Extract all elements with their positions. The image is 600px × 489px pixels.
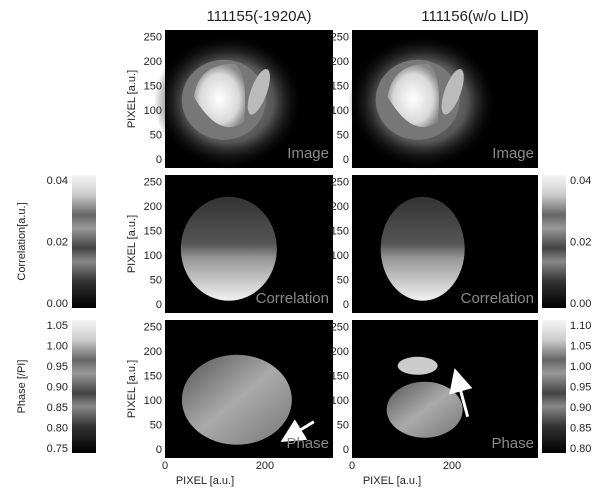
y-tick-label: 0 bbox=[343, 444, 349, 456]
image-panel bbox=[165, 175, 333, 313]
image-panel bbox=[352, 175, 538, 313]
y-tick-label: 50 bbox=[337, 419, 349, 431]
colorbar-tick-label: 1.00 bbox=[570, 361, 591, 373]
side-lobe bbox=[441, 69, 464, 115]
y-tick-label: 250 bbox=[144, 176, 162, 188]
colorbar-tick-label: 0.00 bbox=[570, 298, 591, 310]
colorbar-tick-label: 0.02 bbox=[570, 236, 591, 248]
phase-map bbox=[181, 354, 292, 445]
image-panel bbox=[165, 320, 333, 458]
y-tick-label: 150 bbox=[144, 80, 162, 92]
y-tick-label: 200 bbox=[144, 201, 162, 213]
colorbar-tick-label: 0.80 bbox=[570, 443, 591, 455]
y-tick-label: 50 bbox=[337, 129, 349, 141]
colorbar-tick-label: 0.04 bbox=[570, 175, 591, 187]
x-tick-label: 200 bbox=[443, 460, 461, 472]
colorbar-tick-label: 0.85 bbox=[570, 422, 591, 434]
bright-core bbox=[193, 63, 246, 128]
y-tick-label: 100 bbox=[331, 105, 349, 117]
correlation-map bbox=[380, 196, 465, 301]
image-panel bbox=[352, 320, 538, 458]
side-lobe bbox=[247, 69, 270, 115]
colorbar bbox=[542, 320, 566, 453]
y-tick-label: 100 bbox=[331, 250, 349, 262]
y-tick-label: 0 bbox=[343, 154, 349, 166]
colorbar-tick-label: 0.90 bbox=[47, 381, 68, 393]
y-axis-label: PIXEL [a.u.] bbox=[126, 360, 138, 418]
y-tick-label: 150 bbox=[331, 370, 349, 382]
x-axis-label: PIXEL [a.u.] bbox=[176, 475, 234, 487]
colorbar-tick-label: 0.85 bbox=[47, 402, 68, 414]
image-panel bbox=[153, 30, 333, 170]
y-tick-label: 0 bbox=[156, 299, 162, 311]
y-tick-label: 50 bbox=[150, 419, 162, 431]
y-tick-label: 150 bbox=[331, 80, 349, 92]
colorbar bbox=[72, 320, 96, 453]
column-title: 111155(-1920A) bbox=[206, 8, 311, 25]
y-tick-label: 50 bbox=[150, 129, 162, 141]
colorbar-tick-label: 0.80 bbox=[47, 422, 68, 434]
colorbar-tick-label: 1.10 bbox=[570, 320, 591, 332]
colorbar-tick-label: 0.75 bbox=[47, 443, 68, 455]
colorbar-tick-label: 0.95 bbox=[47, 361, 68, 373]
y-tick-label: 150 bbox=[144, 370, 162, 382]
y-tick-label: 100 bbox=[144, 250, 162, 262]
y-tick-label: 50 bbox=[150, 274, 162, 286]
y-tick-label: 100 bbox=[144, 105, 162, 117]
y-tick-label: 150 bbox=[331, 225, 349, 237]
phase-upper bbox=[397, 356, 438, 375]
y-tick-label: 200 bbox=[331, 56, 349, 68]
y-tick-label: 200 bbox=[144, 56, 162, 68]
x-tick-label: 0 bbox=[162, 460, 168, 472]
x-tick-label: 200 bbox=[256, 460, 274, 472]
x-axis-label: PIXEL [a.u.] bbox=[363, 475, 421, 487]
y-tick-label: 200 bbox=[331, 201, 349, 213]
image-panel bbox=[347, 30, 538, 170]
colorbar bbox=[542, 175, 566, 308]
colorbar-tick-label: 0.02 bbox=[47, 236, 68, 248]
panel-label: Image bbox=[492, 145, 534, 162]
y-tick-label: 100 bbox=[144, 395, 162, 407]
y-tick-label: 200 bbox=[144, 346, 162, 358]
y-tick-label: 0 bbox=[343, 299, 349, 311]
panel-label: Correlation bbox=[256, 290, 329, 307]
colorbar-tick-label: 1.05 bbox=[570, 340, 591, 352]
y-tick-label: 0 bbox=[156, 154, 162, 166]
colorbar-tick-label: 0.04 bbox=[47, 175, 68, 187]
panel-label: Phase bbox=[491, 435, 534, 452]
colorbar-tick-label: 1.05 bbox=[47, 320, 68, 332]
y-axis-label: PIXEL [a.u.] bbox=[126, 70, 138, 128]
colorbar-label: Correlation[a.u.] bbox=[16, 202, 28, 280]
bright-core bbox=[387, 63, 439, 128]
colorbar-label: Phase [/PI] bbox=[16, 360, 28, 414]
correlation-map bbox=[180, 196, 277, 301]
x-tick-label: 0 bbox=[349, 460, 355, 472]
y-tick-label: 50 bbox=[337, 274, 349, 286]
colorbar-tick-label: 0.90 bbox=[570, 402, 591, 414]
y-tick-label: 250 bbox=[144, 31, 162, 43]
panel-label: Phase bbox=[286, 435, 329, 452]
arrow bbox=[280, 419, 315, 442]
y-axis-label: PIXEL [a.u.] bbox=[126, 215, 138, 273]
panel-label: Image bbox=[287, 145, 329, 162]
y-tick-label: 250 bbox=[331, 31, 349, 43]
colorbar-tick-label: 0.95 bbox=[570, 381, 591, 393]
column-title: 111156(w/o LID) bbox=[421, 8, 529, 25]
y-tick-label: 250 bbox=[331, 176, 349, 188]
y-tick-label: 150 bbox=[144, 225, 162, 237]
y-tick-label: 200 bbox=[331, 346, 349, 358]
phase-lower bbox=[386, 381, 463, 438]
colorbar bbox=[72, 175, 96, 308]
arrow bbox=[449, 368, 473, 418]
panel-label: Correlation bbox=[461, 290, 534, 307]
y-tick-label: 0 bbox=[156, 444, 162, 456]
colorbar-tick-label: 1.00 bbox=[47, 340, 68, 352]
y-tick-label: 100 bbox=[331, 395, 349, 407]
y-tick-label: 250 bbox=[144, 321, 162, 333]
y-tick-label: 250 bbox=[331, 321, 349, 333]
colorbar-tick-label: 0.00 bbox=[47, 298, 68, 310]
